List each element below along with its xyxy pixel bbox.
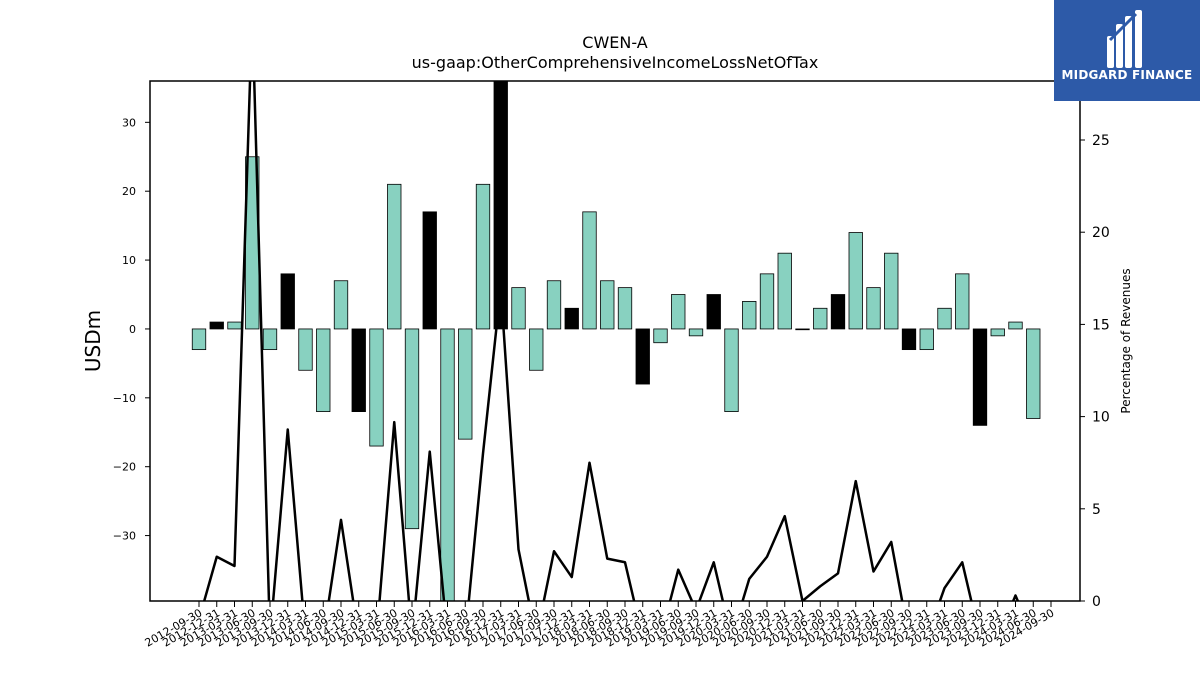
bar-2023-03-31	[937, 307, 952, 330]
bar-2016-06-30	[458, 328, 473, 440]
bar-2021-06-30	[813, 307, 828, 330]
bar-2019-03-31	[653, 328, 668, 344]
chart-title: CWEN-A	[582, 33, 647, 52]
y-tick-label: 30	[122, 116, 136, 129]
y-tick-label: 0	[129, 323, 136, 336]
bar-2020-03-31	[724, 328, 739, 413]
bar-2018-12-31	[635, 328, 650, 385]
bar-2020-12-31	[777, 252, 792, 330]
y2-tick-label: 10	[1092, 410, 1110, 426]
bar-2022-06-30	[884, 252, 899, 330]
bar-2019-12-31	[706, 294, 721, 330]
brand-logo: MIDGARD FINANCE	[1054, 0, 1200, 101]
bar-2018-09-30	[617, 287, 633, 330]
bar-2012-09-30	[191, 328, 207, 351]
bar-2016-03-31	[440, 328, 455, 601]
bar-2023-09-30	[972, 328, 988, 426]
y2-tick-label: 20	[1092, 225, 1110, 241]
bars-layer	[191, 81, 1041, 601]
bar-2024-06-30	[1026, 328, 1041, 419]
y-axis-label: USDm	[81, 310, 105, 372]
y-tick-label: −10	[113, 392, 136, 405]
y2-tick-label: 15	[1092, 317, 1110, 333]
bar-2017-12-31	[564, 307, 579, 330]
bar-2015-03-31	[369, 328, 384, 447]
y2-axis-label: Percentage of Revenues	[1119, 268, 1133, 413]
y2-tick-label: 0	[1092, 594, 1101, 610]
bar-2018-03-31	[582, 211, 597, 330]
y-tick-label: 20	[122, 185, 136, 198]
bar-2014-03-31	[298, 328, 313, 371]
bar-2020-09-30	[759, 273, 775, 330]
bar-2019-09-30	[688, 328, 704, 337]
bar-2017-06-30	[529, 328, 544, 371]
bar-2021-12-31	[848, 232, 863, 330]
y-tick-label: 10	[122, 254, 136, 267]
bar-2021-09-30	[830, 294, 846, 330]
bar-2013-12-31	[280, 273, 295, 330]
y-tick-label: −20	[113, 461, 136, 474]
bar-2021-03-31	[795, 328, 810, 331]
bar-2014-12-31	[351, 328, 366, 413]
bar-2022-03-31	[866, 287, 881, 330]
logo-text: MIDGARD FINANCE	[1061, 68, 1193, 82]
bar-2016-12-31	[493, 81, 508, 330]
bar-2014-09-30	[333, 280, 349, 330]
bar-2015-06-30	[387, 183, 402, 330]
bar-2016-09-30	[475, 183, 491, 330]
bar-2022-09-30	[901, 328, 917, 351]
plot-frame	[149, 80, 1081, 602]
y2-tick-label: 5	[1092, 502, 1101, 518]
bar-2020-06-30	[742, 300, 757, 330]
revenue-percentage-line	[202, 81, 1020, 601]
axes-layer: −30−20−10010203005101520252012-09-302012…	[113, 80, 1110, 650]
line-layer	[202, 81, 1020, 601]
bar-2023-12-31	[990, 328, 1005, 337]
bar-2017-09-30	[546, 280, 562, 330]
bar-2024-03-31	[1008, 321, 1023, 330]
bar-2013-03-31	[227, 321, 242, 330]
bar-2023-06-30	[955, 273, 970, 330]
bar-2015-12-31	[422, 211, 437, 330]
bar-2017-03-31	[511, 287, 526, 330]
bar-2013-09-30	[262, 328, 278, 351]
bar-2015-09-30	[404, 328, 420, 530]
logo-mark-icon	[1107, 10, 1142, 68]
y-tick-label: −30	[113, 530, 136, 543]
bar-2012-12-31	[209, 321, 224, 330]
y2-tick-label: 25	[1092, 133, 1110, 149]
bar-2019-06-30	[671, 294, 686, 330]
bar-2018-06-30	[600, 280, 615, 330]
bar-2014-06-30	[316, 328, 331, 413]
chart-subtitle: us-gaap:OtherComprehensiveIncomeLossNetO…	[412, 53, 819, 72]
bar-2022-12-31	[919, 328, 934, 351]
